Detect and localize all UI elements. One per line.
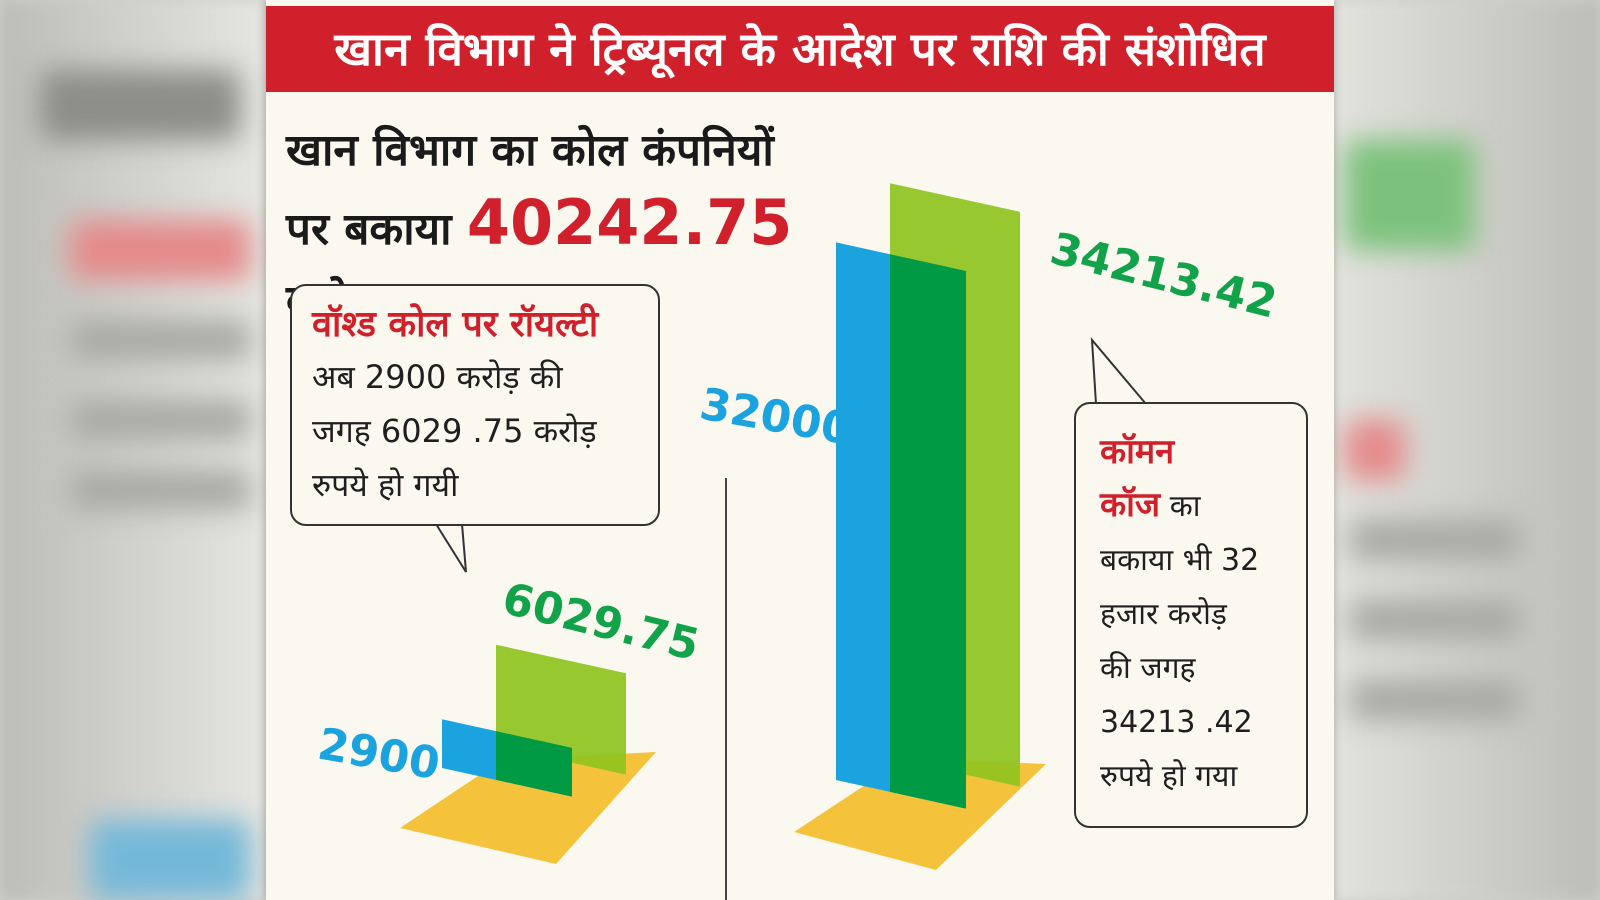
callout-right-line: 34213 .42 [1100,705,1253,740]
blurred-blob [70,220,250,280]
callout-left-tail [434,523,467,573]
callout-right-line: रुपये हो गया [1100,759,1238,794]
callout-left-heading: वॉश्ड कोल पर रॉयल्टी [312,304,599,345]
bar-overlap [890,254,966,809]
blurred-blob [40,70,240,140]
value-label-old: 2900 [314,719,443,790]
banner-title: खान विभाग ने ट्रिब्यूनल के आदेश पर राशि … [266,6,1334,92]
value-label-new: 34213.42 [1045,223,1282,328]
bar-base-shadow [400,752,656,864]
callout-right-line: की जगह [1100,651,1196,686]
infographic-card: खान विभाग ने ट्रिब्यूनल के आदेश पर राशि … [266,0,1334,900]
callout-washed-coal: वॉश्ड कोल पर रॉयल्टी अब 2900 करोड़ की जग… [290,284,660,526]
blurred-blob [1350,600,1520,640]
callout-right-line: हजार करोड़ [1100,597,1227,632]
callout-right-heading2-suffix: का [1169,489,1201,524]
bar-base-shadow [794,758,1046,870]
callout-left-line: अब 2900 करोड़ की [312,358,563,396]
blurred-blob [70,320,250,360]
callout-right-heading2: कॉज [1100,485,1161,525]
blurred-blob [90,820,250,900]
callout-common-cause: कॉमन कॉज का बकाया भी 32 हजार करोड़ की जग… [1074,402,1308,828]
headline-prefix: पर बकाया [286,204,452,255]
callout-right-tail [1090,337,1149,405]
blurred-blob [1345,140,1475,250]
callout-right-heading: कॉमन [1100,432,1175,472]
blurred-blob [1345,420,1405,480]
callout-right-heading-row: कॉज का [1100,478,1282,534]
blurred-blob [1350,680,1520,720]
blurred-blob [1350,520,1520,560]
callout-left-line: रुपये हो गयी [312,466,459,504]
value-label-old: 32000 [696,379,856,456]
bar-overlap [496,731,572,797]
blurred-background-left [0,0,265,900]
callout-right-line: बकाया भी 32 [1100,543,1260,578]
blurred-blob [70,470,250,510]
headline-line1: खान विभाग का कोल कंपनियों [286,125,774,176]
callout-left-line: जगह 6029 .75 करोड़ [312,412,597,450]
blurred-blob [70,400,250,440]
headline-amount: 40242.75 [466,186,793,259]
